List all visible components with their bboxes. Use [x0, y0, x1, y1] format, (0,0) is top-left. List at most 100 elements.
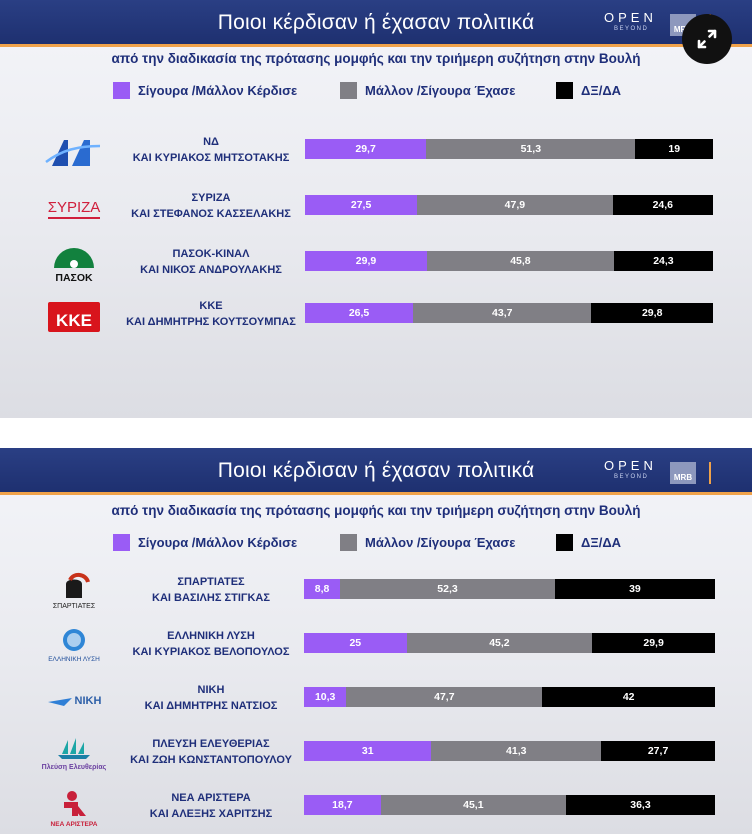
- bar-segment-lost: 45,2: [406, 633, 593, 653]
- party-row: ΝΕΑ ΑΡΙΣΤΕΡΑ ΝΕΑ ΑΡΙΣΤΕΡΑ ΚΑΙ ΑΛΕΞΗΣ ΧΑΡΙΤ…: [0, 786, 752, 830]
- pasok-logo-graphic: ΠΑΣΟΚ: [54, 248, 94, 284]
- mrb-logo: MRB: [670, 462, 696, 484]
- expand-icon: [697, 29, 717, 49]
- bar-segment-dk: 39: [554, 579, 715, 599]
- party-name-line1: ΠΛΕΥΣΗ ΕΛΕΥΘΕΡΙΑΣ: [152, 738, 270, 750]
- bar-segment-dk: 36,3: [565, 795, 715, 815]
- legend-item-dk: ΔΞ/ΔΑ: [556, 82, 621, 99]
- legend-label-dk: ΔΞ/ΔΑ: [581, 83, 622, 98]
- party-name: ΣΠΑΡΤΙΑΤΕΣ ΚΑΙ ΒΑΣΙΛΗΣ ΣΤΙΓΚΑΣ: [118, 574, 304, 606]
- spartiates-logo: ΣΠΑΡΤΙΑΤΕΣ: [34, 572, 114, 612]
- legend-swatch-lost: [340, 534, 357, 551]
- pasok-logo: ΠΑΣΟΚ: [34, 244, 114, 284]
- svg-text:ΝΕΑ ΑΡΙΣΤΕΡΑ: ΝΕΑ ΑΡΙΣΤΕΡΑ: [51, 821, 98, 828]
- panel-header: Ποιοι κέρδισαν ή έχασαν πολιτικά OPEN BEYO…: [0, 448, 752, 495]
- party-row: ΠΑΣΟΚ ΠΑΣΟΚ-ΚΙΝΑΛ ΚΑΙ ΝΙΚΟΣ ΑΝΔΡΟΥΛΑΚΗΣ 29,…: [0, 242, 752, 286]
- party-name: ΝΙΚΗ ΚΑΙ ΔΗΜΗΤΡΗΣ ΝΑΤΣΙΟΣ: [118, 682, 304, 714]
- legend-item-won: Σίγουρα /Μάλλον Κέρδισε: [113, 82, 297, 99]
- party-name-line1: ΚΚΕ: [199, 300, 223, 312]
- legend-item-dk: ΔΞ/ΔΑ: [556, 534, 621, 551]
- legend: Σίγουρα /Μάλλον Κέρδισε Μάλλον /Σίγουρα Έ…: [0, 534, 752, 554]
- party-name-line2: ΚΑΙ ΖΩΗ ΚΩΝΣΤΑΝΤΟΠΟΥΛΟΥ: [130, 754, 292, 766]
- panel-header: Ποιοι κέρδισαν ή έχασαν πολιτικά OPEN BEYO…: [0, 0, 752, 47]
- bar-segment-dk: 29,9: [592, 633, 715, 653]
- legend-label-lost: Μάλλον /Σίγουρα Έχασε: [365, 535, 516, 550]
- bar-segment-lost: 41,3: [431, 741, 602, 761]
- bar-segment-lost: 52,3: [340, 579, 555, 599]
- brand-separator: [709, 462, 711, 484]
- bar-segment-lost: 45,1: [380, 795, 566, 815]
- party-name: ΠΑΣΟΚ-ΚΙΝΑΛ ΚΑΙ ΝΙΚΟΣ ΑΝΔΡΟΥΛΑΚΗΣ: [118, 246, 304, 278]
- stacked-bar: 27,5 47,9 24,6: [305, 195, 713, 215]
- chart-panel-1: Ποιοι κέρδισαν ή έχασαν πολιτικά OPEN BEYO…: [0, 0, 752, 418]
- legend-swatch-lost: [340, 82, 357, 99]
- stacked-bar: 25 45,2 29,9: [304, 633, 715, 653]
- svg-text:ΚΚΕ: ΚΚΕ: [56, 311, 92, 330]
- bar-segment-won: 29,9: [305, 251, 427, 271]
- plefsi-logo-graphic: Πλεύση Ελευθερίας: [42, 738, 107, 771]
- bar-segment-dk: 19: [635, 139, 713, 159]
- legend-swatch-dk: [556, 534, 573, 551]
- legend: Σίγουρα /Μάλλον Κέρδισε Μάλλον /Σίγουρα Έ…: [0, 82, 752, 102]
- party-name: ΝΔ ΚΑΙ ΚΥΡΙΑΚΟΣ ΜΗΤΣΟΤΑΚΗΣ: [118, 134, 304, 166]
- party-name-line1: ΝΙΚΗ: [197, 684, 225, 696]
- party-name-line1: ΝΔ: [203, 136, 219, 148]
- panel-subtitle: από την διαδικασία της πρότασης μομφής κ…: [111, 503, 641, 518]
- bar-segment-dk: 42: [542, 687, 715, 707]
- party-row: ΝΙΚΗ ΝΙΚΗ ΚΑΙ ΔΗΜΗΤΡΗΣ ΝΑΤΣΙΟΣ 10,3 47,7 42: [0, 678, 752, 722]
- bar-segment-won: 8,8: [304, 579, 341, 599]
- party-name-line2: ΚΑΙ ΑΛΕΞΗΣ ΧΑΡΙΤΣΗΣ: [149, 808, 273, 820]
- elliniki-lysi-logo-graphic: ΕΛΛΗΝΙΚΗ ΛΥΣΗ: [48, 629, 100, 663]
- legend-label-won: Σίγουρα /Μάλλον Κέρδισε: [138, 535, 298, 550]
- party-name-line2: ΚΑΙ ΚΥΡΙΑΚΟΣ ΒΕΛΟΠΟΥΛΟΣ: [132, 646, 290, 658]
- bar-segment-dk: 29,8: [591, 303, 713, 323]
- party-name: ΝΕΑ ΑΡΙΣΤΕΡΑ ΚΑΙ ΑΛΕΞΗΣ ΧΑΡΙΤΣΗΣ: [118, 790, 304, 822]
- nd-logo-graphic: [45, 140, 101, 166]
- party-row: ΕΛΛΗΝΙΚΗ ΛΥΣΗ ΕΛΛΗΝΙΚΗ ΛΥΣΗ ΚΑΙ ΚΥΡΙΑΚΟΣ Β…: [0, 624, 752, 668]
- party-row: ΣΥΡΙΖΑ ΣΥΡΙΖΑ ΚΑΙ ΣΤΕΦΑΝΟΣ ΚΑΣΣΕΛΑΚΗΣ 27,5 4…: [0, 186, 752, 230]
- bar-segment-lost: 51,3: [426, 139, 636, 159]
- party-name-line1: ΠΑΣΟΚ-ΚΙΝΑΛ: [172, 248, 250, 260]
- legend-label-dk: ΔΞ/ΔΑ: [581, 535, 622, 550]
- party-name-line2: ΚΑΙ ΚΥΡΙΑΚΟΣ ΜΗΤΣΟΤΑΚΗΣ: [132, 152, 290, 164]
- svg-text:ΠΑΣΟΚ: ΠΑΣΟΚ: [55, 272, 93, 284]
- legend-swatch-won: [113, 534, 130, 551]
- svg-text:Πλεύση Ελευθερίας: Πλεύση Ελευθερίας: [42, 763, 107, 771]
- party-row: Πλεύση Ελευθερίας ΠΛΕΥΣΗ ΕΛΕΥΘΕΡΙΑΣ ΚΑΙ ΖΩ…: [0, 732, 752, 776]
- nd-logo: [34, 132, 114, 172]
- stacked-bar: 10,3 47,7 42: [304, 687, 715, 707]
- bar-segment-lost: 43,7: [413, 303, 592, 323]
- bar-segment-dk: 24,3: [613, 251, 713, 271]
- party-name-line1: ΣΥΡΙΖΑ: [191, 192, 231, 204]
- syriza-logo-graphic: ΣΥΡΙΖΑ: [48, 199, 100, 219]
- bar-segment-lost: 47,7: [346, 687, 543, 707]
- bar-segment-dk: 27,7: [601, 741, 715, 761]
- party-row: ΝΔ ΚΑΙ ΚΥΡΙΑΚΟΣ ΜΗΤΣΟΤΑΚΗΣ 29,7 51,3 19: [0, 130, 752, 174]
- expand-fullscreen-button[interactable]: [682, 14, 732, 64]
- chart-panel-2: Ποιοι κέρδισαν ή έχασαν πολιτικά OPEN BEYO…: [0, 448, 752, 834]
- open-beyond-tagline: BEYOND: [614, 474, 649, 480]
- party-name: ΣΥΡΙΖΑ ΚΑΙ ΣΤΕΦΑΝΟΣ ΚΑΣΣΕΛΑΚΗΣ: [118, 190, 304, 222]
- legend-label-won: Σίγουρα /Μάλλον Κέρδισε: [138, 83, 298, 98]
- open-brand-logo: OPEN: [604, 458, 657, 473]
- svg-text:ΕΛΛΗΝΙΚΗ ΛΥΣΗ: ΕΛΛΗΝΙΚΗ ΛΥΣΗ: [48, 656, 100, 663]
- bar-segment-won: 10,3: [304, 687, 347, 707]
- open-beyond-tagline: BEYOND: [614, 26, 649, 32]
- party-name: ΕΛΛΗΝΙΚΗ ΛΥΣΗ ΚΑΙ ΚΥΡΙΑΚΟΣ ΒΕΛΟΠΟΥΛΟΣ: [118, 628, 304, 660]
- bar-segment-lost: 47,9: [417, 195, 613, 215]
- legend-swatch-dk: [556, 82, 573, 99]
- open-brand-logo: OPEN: [604, 10, 657, 25]
- party-name: ΠΛΕΥΣΗ ΕΛΕΥΘΕΡΙΑΣ ΚΑΙ ΖΩΗ ΚΩΝΣΤΑΝΤΟΠΟΥΛΟΥ: [118, 736, 304, 768]
- bar-segment-won: 29,7: [305, 139, 427, 159]
- panel-title: Ποιοι κέρδισαν ή έχασαν πολιτικά: [217, 11, 535, 34]
- bar-segment-lost: 45,8: [426, 251, 614, 271]
- bar-segment-won: 18,7: [304, 795, 381, 815]
- legend-swatch-won: [113, 82, 130, 99]
- elliniki-lysi-logo: ΕΛΛΗΝΙΚΗ ΛΥΣΗ: [34, 626, 114, 666]
- legend-item-won: Σίγουρα /Μάλλον Κέρδισε: [113, 534, 297, 551]
- bar-segment-dk: 24,6: [612, 195, 713, 215]
- stacked-bar: 18,7 45,1 36,3: [304, 795, 715, 815]
- party-row: ΣΠΑΡΤΙΑΤΕΣ ΣΠΑΡΤΙΑΤΕΣ ΚΑΙ ΒΑΣΙΛΗΣ ΣΤΙΓΚΑΣ 8…: [0, 570, 752, 614]
- party-name-line2: ΚΑΙ ΔΗΜΗΤΡΗΣ ΚΟΥΤΣΟΥΜΠΑΣ: [126, 316, 296, 328]
- legend-label-lost: Μάλλον /Σίγουρα Έχασε: [365, 83, 516, 98]
